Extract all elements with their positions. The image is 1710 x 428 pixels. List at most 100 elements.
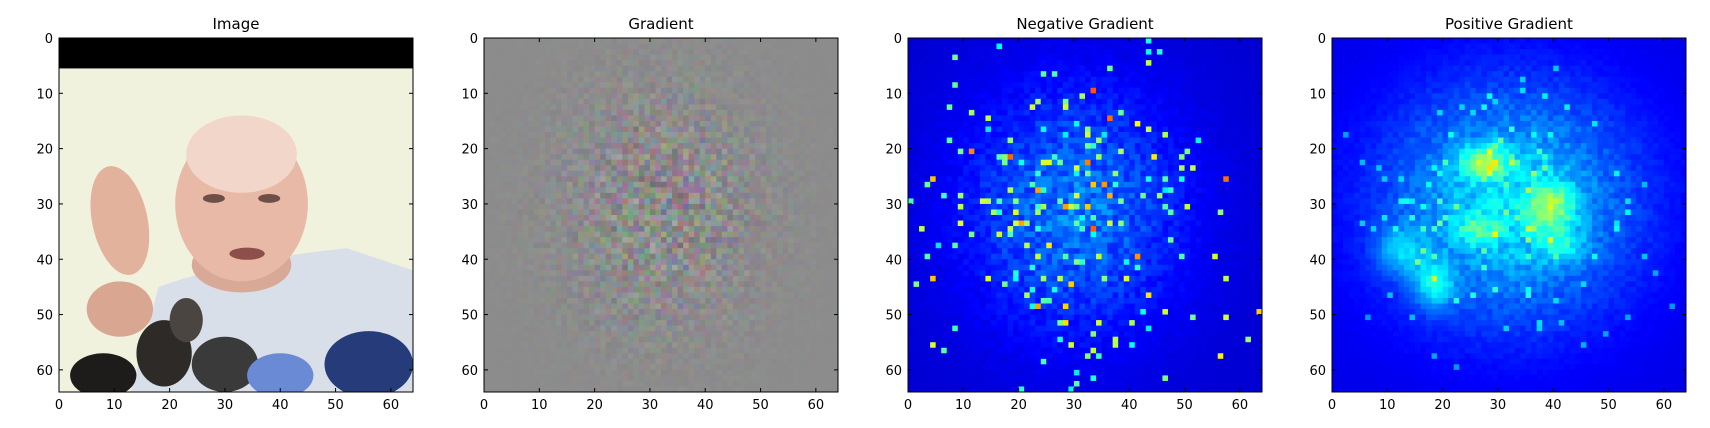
pixel bbox=[589, 93, 596, 100]
pixel bbox=[528, 253, 535, 260]
pixel bbox=[771, 275, 778, 282]
pixel bbox=[810, 137, 817, 144]
pixel bbox=[777, 181, 784, 188]
heatmap-cell bbox=[1245, 54, 1252, 61]
pixel bbox=[566, 331, 573, 338]
pixel bbox=[699, 71, 706, 78]
pixel bbox=[677, 65, 684, 72]
pixel bbox=[589, 281, 596, 288]
pixel bbox=[583, 353, 590, 360]
pixel bbox=[821, 275, 828, 282]
pixel bbox=[539, 237, 546, 244]
pixel bbox=[782, 309, 789, 315]
pixel bbox=[755, 60, 761, 67]
pixel bbox=[821, 336, 828, 343]
pixel bbox=[633, 281, 640, 288]
pixel bbox=[788, 154, 795, 161]
pixel bbox=[721, 54, 728, 61]
pixel bbox=[766, 226, 773, 232]
pixel bbox=[555, 353, 562, 360]
heatmap-cell bbox=[952, 49, 959, 55]
pixel bbox=[727, 237, 734, 244]
heatmap-cell bbox=[1217, 93, 1224, 100]
pixel bbox=[633, 380, 640, 387]
pixel bbox=[638, 203, 645, 210]
pixel bbox=[655, 154, 662, 161]
heatmap-cell bbox=[1107, 65, 1114, 72]
pixel bbox=[755, 253, 761, 260]
heatmap-cell bbox=[941, 60, 948, 67]
pixel bbox=[517, 65, 524, 72]
pixel bbox=[699, 380, 706, 387]
pixel bbox=[522, 253, 529, 260]
pixel bbox=[611, 342, 618, 349]
pixel bbox=[832, 154, 838, 161]
heatmap-cell bbox=[1206, 98, 1213, 105]
pixel bbox=[782, 165, 789, 172]
pixel bbox=[677, 115, 684, 122]
pixel bbox=[572, 54, 579, 61]
pixel bbox=[804, 82, 811, 89]
pixel bbox=[677, 226, 684, 232]
pixel bbox=[594, 137, 601, 144]
pixel bbox=[495, 275, 501, 282]
pixel bbox=[810, 242, 817, 249]
pixel bbox=[799, 275, 806, 282]
pixel bbox=[788, 82, 795, 89]
pixel bbox=[583, 226, 590, 232]
heatmap-cell bbox=[1007, 82, 1014, 89]
pixel bbox=[539, 369, 546, 376]
pixel bbox=[777, 109, 784, 116]
pixel bbox=[561, 143, 568, 150]
pixel bbox=[799, 109, 806, 116]
pixel bbox=[622, 253, 629, 260]
pixel bbox=[771, 292, 778, 299]
pixel bbox=[500, 369, 507, 376]
pixel bbox=[683, 159, 690, 166]
pixel bbox=[484, 98, 490, 105]
pixel bbox=[721, 264, 728, 271]
heatmap-cell bbox=[957, 60, 964, 67]
pixel bbox=[522, 342, 529, 349]
pixel bbox=[638, 126, 645, 133]
pixel bbox=[661, 336, 667, 343]
pixel bbox=[777, 209, 784, 216]
pixel bbox=[705, 38, 712, 44]
pixel bbox=[605, 154, 612, 161]
pixel bbox=[666, 49, 673, 55]
pixel bbox=[566, 104, 573, 111]
pixel bbox=[777, 43, 784, 50]
pixel bbox=[611, 380, 618, 387]
pixel bbox=[616, 137, 623, 144]
pixel bbox=[528, 303, 535, 310]
heatmap-cell bbox=[996, 104, 1003, 111]
pixel bbox=[589, 132, 596, 138]
heatmap-cell bbox=[1062, 87, 1069, 94]
pixel bbox=[799, 170, 806, 177]
pixel bbox=[666, 242, 673, 249]
heatmap-cell bbox=[1090, 43, 1097, 50]
pixel bbox=[777, 380, 784, 387]
pixel bbox=[627, 198, 634, 205]
pixel bbox=[760, 126, 767, 133]
pixel bbox=[566, 242, 573, 249]
pixel bbox=[528, 286, 535, 293]
pixel bbox=[766, 170, 773, 177]
pixel bbox=[732, 259, 739, 266]
heatmap-cell bbox=[990, 104, 997, 111]
pixel bbox=[727, 187, 734, 194]
pixel bbox=[550, 65, 557, 72]
pixel bbox=[666, 297, 673, 304]
pixel bbox=[655, 353, 662, 360]
pixel bbox=[627, 380, 634, 387]
heatmap-cell bbox=[1107, 49, 1114, 55]
pixel bbox=[611, 215, 618, 221]
heatmap-cell bbox=[1173, 60, 1180, 67]
pixel bbox=[688, 347, 695, 354]
pixel bbox=[771, 148, 778, 155]
heatmap-cell bbox=[1029, 65, 1036, 72]
pixel bbox=[677, 170, 684, 177]
heatmap-cell bbox=[990, 49, 997, 55]
pixel bbox=[793, 314, 800, 321]
heatmap-cell bbox=[1173, 87, 1180, 94]
